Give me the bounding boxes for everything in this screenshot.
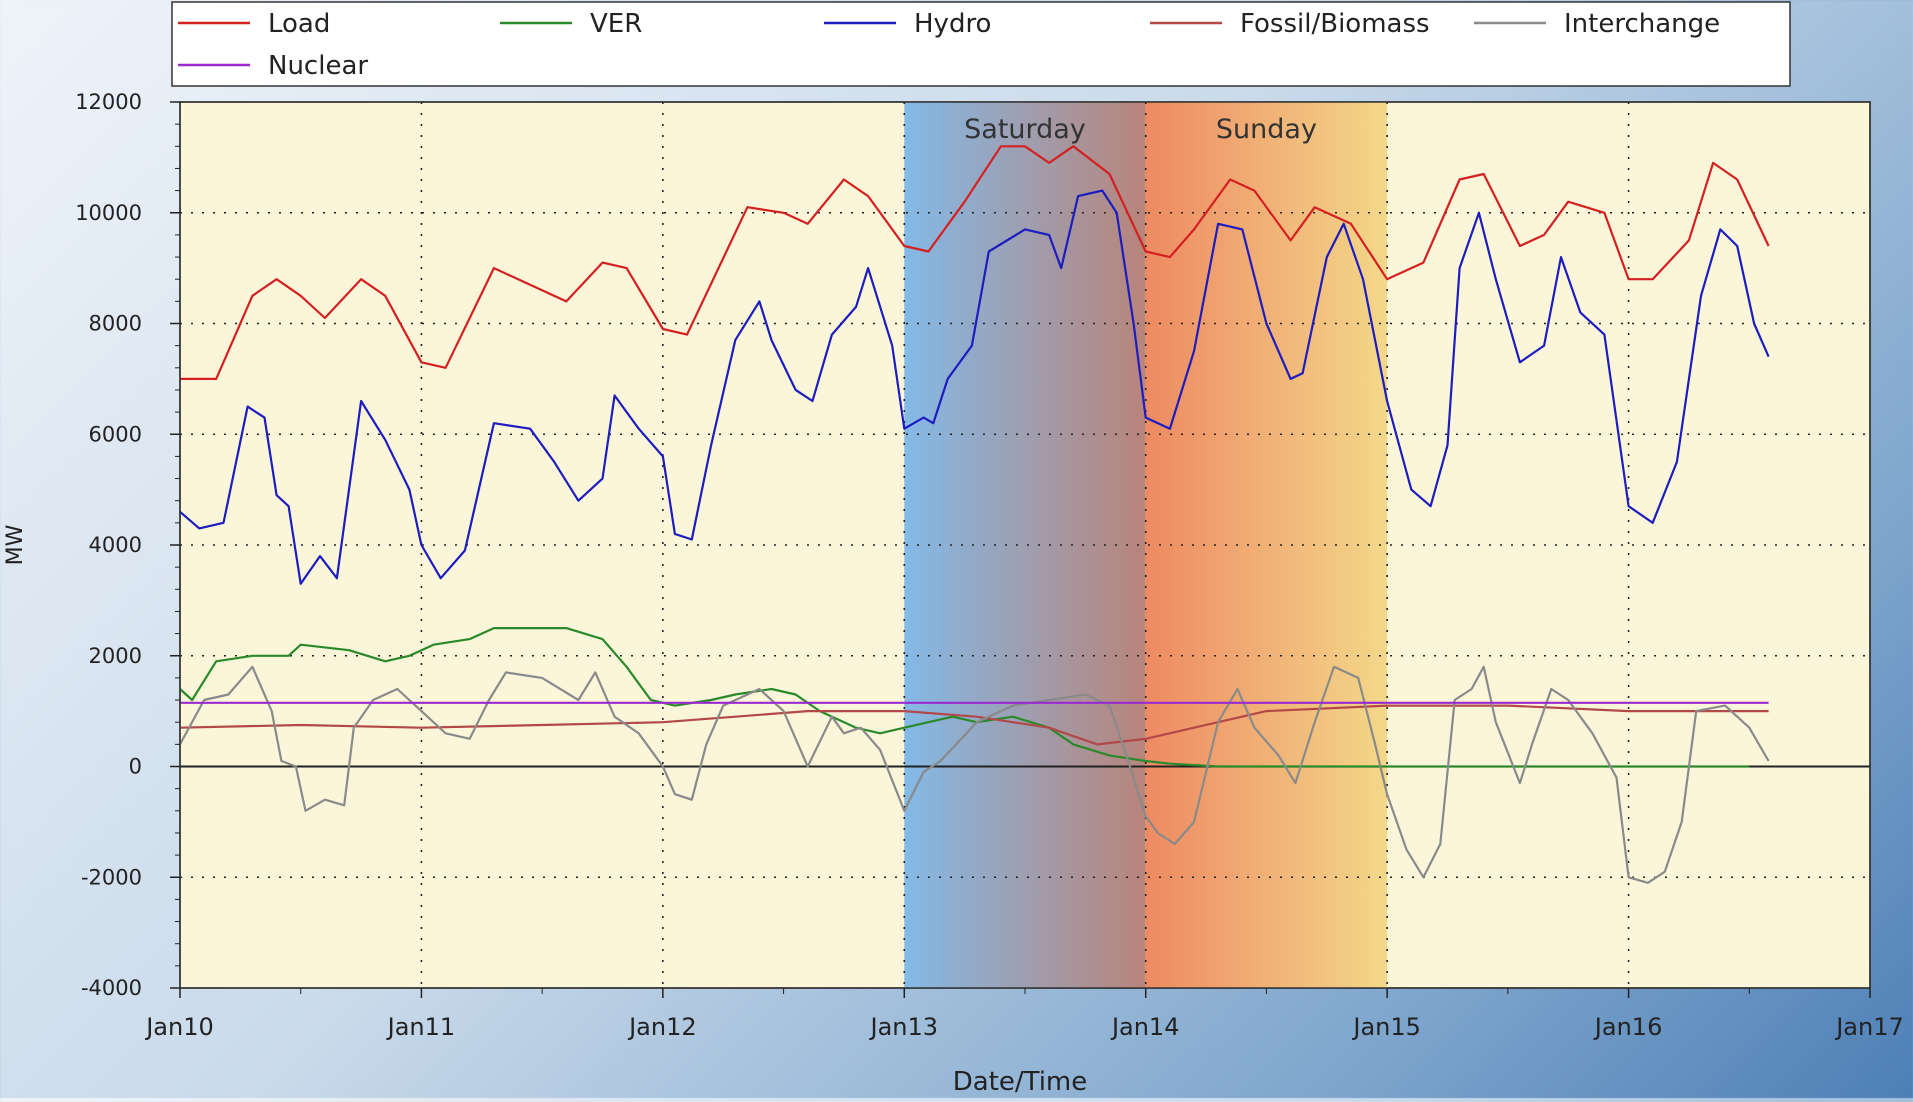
x-tick-label: Jan15 (1351, 1013, 1421, 1041)
x-tick-label: Jan14 (1110, 1013, 1180, 1041)
legend-label: Load (268, 9, 330, 39)
legend-label: Interchange (1564, 9, 1720, 39)
y-axis-label: MW (3, 524, 28, 565)
y-tick-label: -4000 (81, 976, 142, 1000)
x-tick-label: Jan10 (144, 1013, 214, 1041)
y-tick-label: 0 (129, 755, 142, 779)
series-layer (179, 145, 1770, 884)
x-tick-label: Jan13 (869, 1013, 939, 1041)
y-tick-label: 10000 (75, 201, 142, 225)
x-tick-label: Jan17 (1834, 1013, 1904, 1041)
x-tick-label: Jan12 (627, 1013, 697, 1041)
y-tick-label: 4000 (89, 533, 142, 557)
band-label-sunday: Sunday (1216, 114, 1317, 145)
legend: Load VER Hydro Fossil/Biomass Interchange Nuc… (171, 1, 1791, 87)
legend-box (171, 1, 1791, 87)
x-axis-label: Date/Time (953, 1067, 1088, 1097)
legend-label: VER (590, 9, 642, 39)
legend-label: Fossil/Biomass (1240, 9, 1430, 39)
series-hydro (179, 189, 1770, 585)
y-axis: 12000 10000 8000 6000 4000 2000 0 -2000 -4000 (75, 90, 180, 1000)
legend-label: Nuclear (268, 51, 368, 81)
series-interchange (179, 665, 1770, 884)
y-tick-label: 6000 (89, 422, 142, 446)
x-tick-label: Jan11 (386, 1013, 456, 1041)
x-tick-label: Jan16 (1593, 1013, 1663, 1041)
x-axis: Jan10 Jan11 Jan12 Jan13 Jan14 Jan15 Jan16 Jan17 (144, 988, 1904, 1041)
series-fossil-biomass (179, 704, 1769, 746)
series-load (180, 145, 1770, 380)
y-tick-label: 12000 (75, 90, 142, 114)
legend-label: Hydro (914, 9, 991, 39)
y-tick-label: 2000 (89, 644, 142, 668)
y-tick-label: 8000 (89, 312, 142, 336)
band-label-saturday: Saturday (964, 114, 1086, 145)
y-tick-label: -2000 (81, 865, 142, 889)
series-ver (179, 627, 1750, 768)
